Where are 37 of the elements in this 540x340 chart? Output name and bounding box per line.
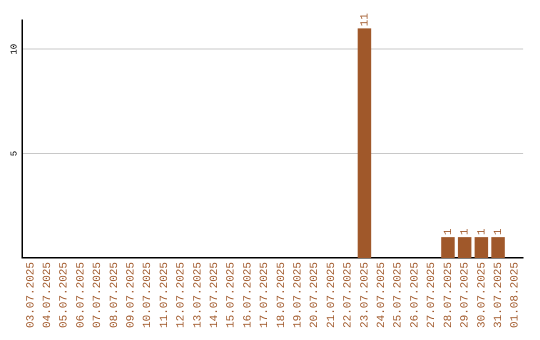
x-tick-label: 21.07.2025: [326, 262, 338, 328]
x-tick-label: 24.07.2025: [376, 262, 388, 328]
x-tick-label: 19.07.2025: [292, 262, 305, 328]
x-tick-label: 29.07.2025: [460, 262, 472, 328]
x-tick-label: 10.07.2025: [142, 262, 154, 328]
x-tick-label: 11.07.2025: [158, 262, 171, 328]
x-tick-label: 01.08.2025: [510, 262, 522, 328]
x-tick-label: 08.07.2025: [108, 262, 121, 328]
x-tick-label: 09.07.2025: [125, 262, 138, 328]
data-label: 11: [359, 12, 372, 26]
x-tick-label: 31.07.2025: [492, 262, 505, 328]
x-tick-label: 07.07.2025: [92, 262, 104, 328]
data-label: 1: [442, 228, 455, 236]
x-tick-label: 20.07.2025: [309, 262, 322, 328]
x-tick-label: 13.07.2025: [192, 262, 204, 328]
y-tick-label: 10: [9, 44, 20, 55]
x-tick-label: 16.07.2025: [242, 262, 254, 328]
data-label: 1: [476, 228, 488, 236]
x-tick-label: 26.07.2025: [409, 262, 422, 328]
x-tick-label: 30.07.2025: [476, 262, 488, 328]
x-tick-label: 23.07.2025: [359, 262, 372, 328]
x-tick-label: 22.07.2025: [342, 262, 355, 328]
x-tick-label: 04.07.2025: [42, 262, 54, 328]
y-tick-label: 5: [9, 150, 20, 156]
data-label: 1: [460, 228, 472, 236]
x-tick-label: 18.07.2025: [276, 262, 288, 328]
x-tick-label: 03.07.2025: [25, 262, 38, 328]
x-tick-label: 28.07.2025: [442, 262, 455, 328]
x-tick-label: 27.07.2025: [426, 262, 438, 328]
x-tick-label: 06.07.2025: [75, 262, 88, 328]
x-tick-label: 17.07.2025: [259, 262, 272, 328]
x-tick-label: 05.07.2025: [58, 262, 71, 328]
x-tick-label: 15.07.2025: [226, 262, 238, 328]
x-tick-label: 25.07.2025: [392, 262, 405, 328]
data-label: 1: [492, 228, 505, 236]
x-tick-label: 12.07.2025: [176, 262, 188, 328]
x-tick-label: 14.07.2025: [209, 262, 221, 328]
